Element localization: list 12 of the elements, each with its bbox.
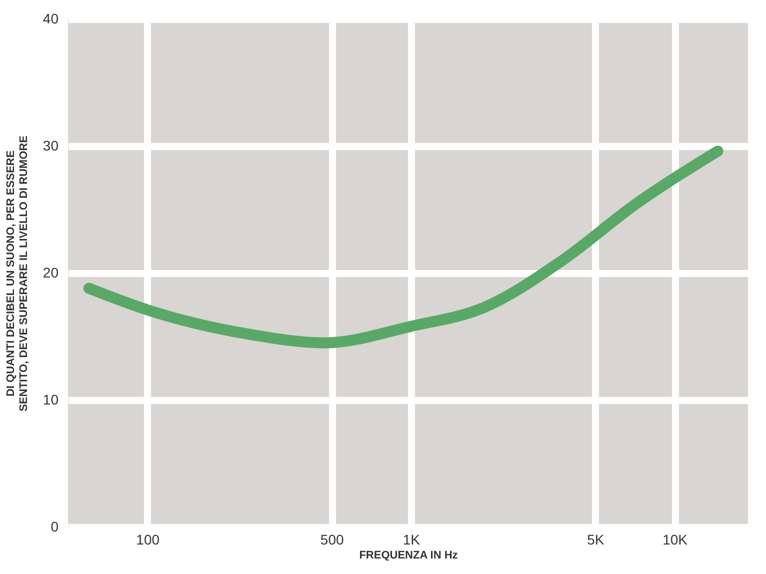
y-tick-label: 30 <box>42 138 59 154</box>
y-tick-label: 10 <box>42 392 59 408</box>
x-tick-label: 500 <box>320 532 344 548</box>
y-tick-label: 0 <box>50 518 59 534</box>
x-tick-label: 5K <box>587 532 605 548</box>
x-tick-label: 1K <box>402 532 421 548</box>
x-axis-title: FREQUENZA IN Hz <box>359 550 458 562</box>
x-tick-label: 100 <box>136 532 160 548</box>
y-tick-label: 40 <box>42 10 59 26</box>
x-tick-label: 10K <box>662 532 688 548</box>
y-tick-label: 20 <box>42 264 59 280</box>
y-axis-title: DI QUANTI DECIBEL UN SUONO, PER ESSERE SENTITO, DEVE SUPERARE IL LIVELLO DI RUMORE <box>4 136 30 412</box>
